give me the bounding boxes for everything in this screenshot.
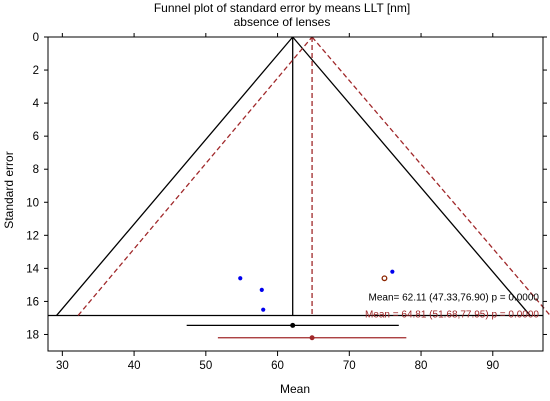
y-tick-label: 2 xyxy=(33,65,39,77)
funnel-1 xyxy=(48,36,543,317)
point-series-2 xyxy=(381,275,388,282)
summary-estimates: Mean= 62.11 (47.33,76.90) p = 0.0000 Mean… xyxy=(186,292,539,341)
x-tick-label: 50 xyxy=(199,360,212,372)
y-tick-label: 10 xyxy=(26,197,39,209)
x-tick-label: 40 xyxy=(128,360,141,372)
axis-ticks: 30 40 50 60 70 80 90 0 2 4 6 8 10 12 14 16 18 xyxy=(26,32,547,372)
summary-estimate-2: Mean = 64.81 (51.68,77.95) p = 0.0000 xyxy=(217,310,539,341)
funnel-left-edge xyxy=(77,36,313,316)
y-tick-label: 0 xyxy=(33,32,39,44)
data-points xyxy=(238,269,395,312)
x-tick-label: 80 xyxy=(415,360,428,372)
funnel-lines xyxy=(48,36,550,317)
chart-title: Funnel plot of standard error by means L… xyxy=(154,1,410,15)
summary-mean-point xyxy=(290,322,296,328)
point-series-1 xyxy=(238,269,395,312)
data-point xyxy=(259,287,264,292)
plot-frame xyxy=(47,36,544,352)
x-tick-label: 60 xyxy=(271,360,284,372)
x-tick-label: 90 xyxy=(486,360,499,372)
y-tick-label: 14 xyxy=(26,263,39,275)
funnel-right-edge xyxy=(311,36,550,316)
y-tick-label: 18 xyxy=(26,329,39,341)
funnel-2 xyxy=(77,36,550,316)
y-tick-label: 4 xyxy=(33,98,40,110)
data-point xyxy=(390,269,395,274)
open-data-point xyxy=(381,275,388,282)
summary-label: Mean = 64.81 (51.68,77.95) p = 0.0000 xyxy=(365,310,539,321)
y-tick-label: 16 xyxy=(26,296,39,308)
y-tick-label: 6 xyxy=(33,131,39,143)
x-axis-label: Mean xyxy=(280,382,310,396)
funnel-right-edge xyxy=(292,36,531,316)
x-tick-label: 70 xyxy=(343,360,356,372)
x-tick-label: 30 xyxy=(56,360,69,372)
y-tick-label: 8 xyxy=(33,164,39,176)
y-tick-label: 12 xyxy=(26,230,39,242)
summary-mean-point xyxy=(309,335,315,341)
summary-estimate-1: Mean= 62.11 (47.33,76.90) p = 0.0000 xyxy=(186,292,539,328)
data-point xyxy=(238,276,243,281)
chart-subtitle: absence of lenses xyxy=(234,15,331,29)
funnel-left-edge xyxy=(56,36,294,316)
summary-label: Mean= 62.11 (47.33,76.90) p = 0.0000 xyxy=(368,292,539,303)
data-point xyxy=(261,307,266,312)
y-axis-label: Standard error xyxy=(2,151,16,228)
